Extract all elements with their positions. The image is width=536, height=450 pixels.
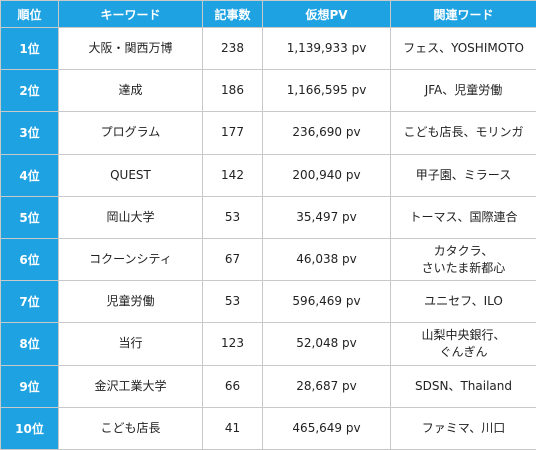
keyword-cell: 達成 (58, 69, 203, 113)
header-row: 順位 キーワード 記事数 仮想PV 関連ワード (0, 0, 536, 28)
article-count-cell: 53 (202, 280, 263, 324)
pv-cell: 596,469 pv (262, 280, 391, 324)
related-words-line: トーマス、国際連合 (409, 209, 518, 224)
rank-cell: 2位 (0, 69, 59, 113)
keyword-cell: 児童労働 (58, 280, 203, 324)
rank-cell: 10位 (0, 406, 59, 450)
article-count-cell: 177 (202, 111, 263, 155)
related-words-line: JFA、児童労働 (424, 83, 503, 98)
pv-cell: 236,690 pv (262, 111, 391, 155)
related-words-line: ファミマ、川口 (421, 420, 506, 435)
article-count-cell: 41 (202, 406, 263, 450)
header-pv: 仮想PV (262, 0, 391, 28)
header-keyword: キーワード (58, 0, 203, 28)
article-count-cell: 123 (202, 322, 263, 366)
pv-cell: 52,048 pv (262, 322, 391, 366)
pv-cell: 46,038 pv (262, 237, 391, 282)
related-words-cell: 山梨中央銀行、 ぐんぎん (390, 322, 536, 366)
table-row: 5位 岡山大学 53 35,497 pv トーマス、国際連合 (0, 195, 536, 239)
header-articles: 記事数 (202, 0, 263, 28)
rank-cell: 7位 (0, 280, 59, 324)
related-words-cell: SDSN、Thailand (390, 364, 536, 408)
keyword-cell: こども店長 (58, 406, 203, 450)
pv-cell: 465,649 pv (262, 406, 391, 450)
rank-cell: 4位 (0, 153, 59, 197)
related-words-line: SDSN、Thailand (415, 378, 512, 393)
keyword-cell: 岡山大学 (58, 195, 203, 239)
keyword-cell: 当行 (58, 322, 203, 366)
pv-cell: 1,139,933 pv (262, 26, 391, 71)
related-words-cell: ユニセフ、ILO (390, 280, 536, 324)
article-count-cell: 238 (202, 26, 263, 71)
related-words-cell: ファミマ、川口 (390, 406, 536, 450)
rank-cell: 1位 (0, 26, 59, 71)
table-row: 6位 コクーンシティ 67 46,038 pv カタクラ、 さいたま新都心 (0, 237, 536, 282)
rank-cell: 6位 (0, 237, 59, 282)
related-words-cell: 甲子園、ミラース (390, 153, 536, 197)
related-words-cell: フェス、YOSHIMOTO (390, 26, 536, 71)
related-words-cell: こども店長、モリンガ (390, 111, 536, 155)
keyword-cell: コクーンシティ (58, 237, 203, 282)
related-words-cell: JFA、児童労働 (390, 69, 536, 113)
rank-cell: 8位 (0, 322, 59, 366)
pv-cell: 35,497 pv (262, 195, 391, 239)
header-rank: 順位 (0, 0, 59, 28)
table-row: 7位 児童労働 53 596,469 pv ユニセフ、ILO (0, 280, 536, 324)
pv-cell: 28,687 pv (262, 364, 391, 408)
keyword-cell: プログラム (58, 111, 203, 155)
article-count-cell: 66 (202, 364, 263, 408)
rank-cell: 3位 (0, 111, 59, 155)
table-row: 10位 こども店長 41 465,649 pv ファミマ、川口 (0, 406, 536, 450)
related-words-line: 山梨中央銀行、 (421, 327, 506, 342)
keyword-cell: QUEST (58, 153, 203, 197)
related-words-line: こども店長、モリンガ (403, 125, 524, 140)
rank-cell: 9位 (0, 364, 59, 408)
related-words-line: ユニセフ、ILO (424, 294, 503, 309)
related-words-cell: カタクラ、さいたま新都心 (390, 237, 536, 282)
related-words-cell: トーマス、国際連合 (390, 195, 536, 239)
table-row: 1位 大阪・関西万博 238 1,139,933 pv フェス、YOSHIMOTO (0, 26, 536, 71)
related-words-line: 甲子園、ミラース (415, 167, 512, 182)
article-count-cell: 142 (202, 153, 263, 197)
table-header: 順位 キーワード 記事数 仮想PV 関連ワード (0, 0, 536, 28)
table-row: 8位 当行 123 52,048 pv 山梨中央銀行、 ぐんぎん (0, 322, 536, 366)
table-row: 9位 金沢工業大学 66 28,687 pv SDSN、Thailand (0, 364, 536, 408)
table-row: 3位 プログラム 177 236,690 pv こども店長、モリンガ (0, 111, 536, 155)
table-body: 1位 大阪・関西万博 238 1,139,933 pv フェス、YOSHIMOTO 2位達… (0, 26, 536, 450)
article-count-cell: 67 (202, 237, 263, 282)
header-related: 関連ワード (390, 0, 536, 28)
keyword-cell: 金沢工業大学 (58, 364, 203, 408)
table-row: 4位 QUEST 142 200,940 pv 甲子園、ミラース (0, 153, 536, 197)
related-words-line: フェス、YOSHIMOTO (403, 41, 524, 56)
article-count-cell: 186 (202, 69, 263, 113)
pv-cell: 1,166,595 pv (262, 69, 391, 113)
table-row: 2位 達成 186 1,166,595 pv JFA、児童労働 (0, 69, 536, 113)
rank-cell: 5位 (0, 195, 59, 239)
article-count-cell: 53 (202, 195, 263, 239)
keyword-cell: 大阪・関西万博 (58, 26, 203, 71)
related-words-line: カタクラ、 (433, 243, 494, 258)
related-words-line: ぐんぎん (439, 344, 488, 359)
pv-cell: 200,940 pv (262, 153, 391, 197)
related-words-line: さいたま新都心 (421, 260, 506, 275)
